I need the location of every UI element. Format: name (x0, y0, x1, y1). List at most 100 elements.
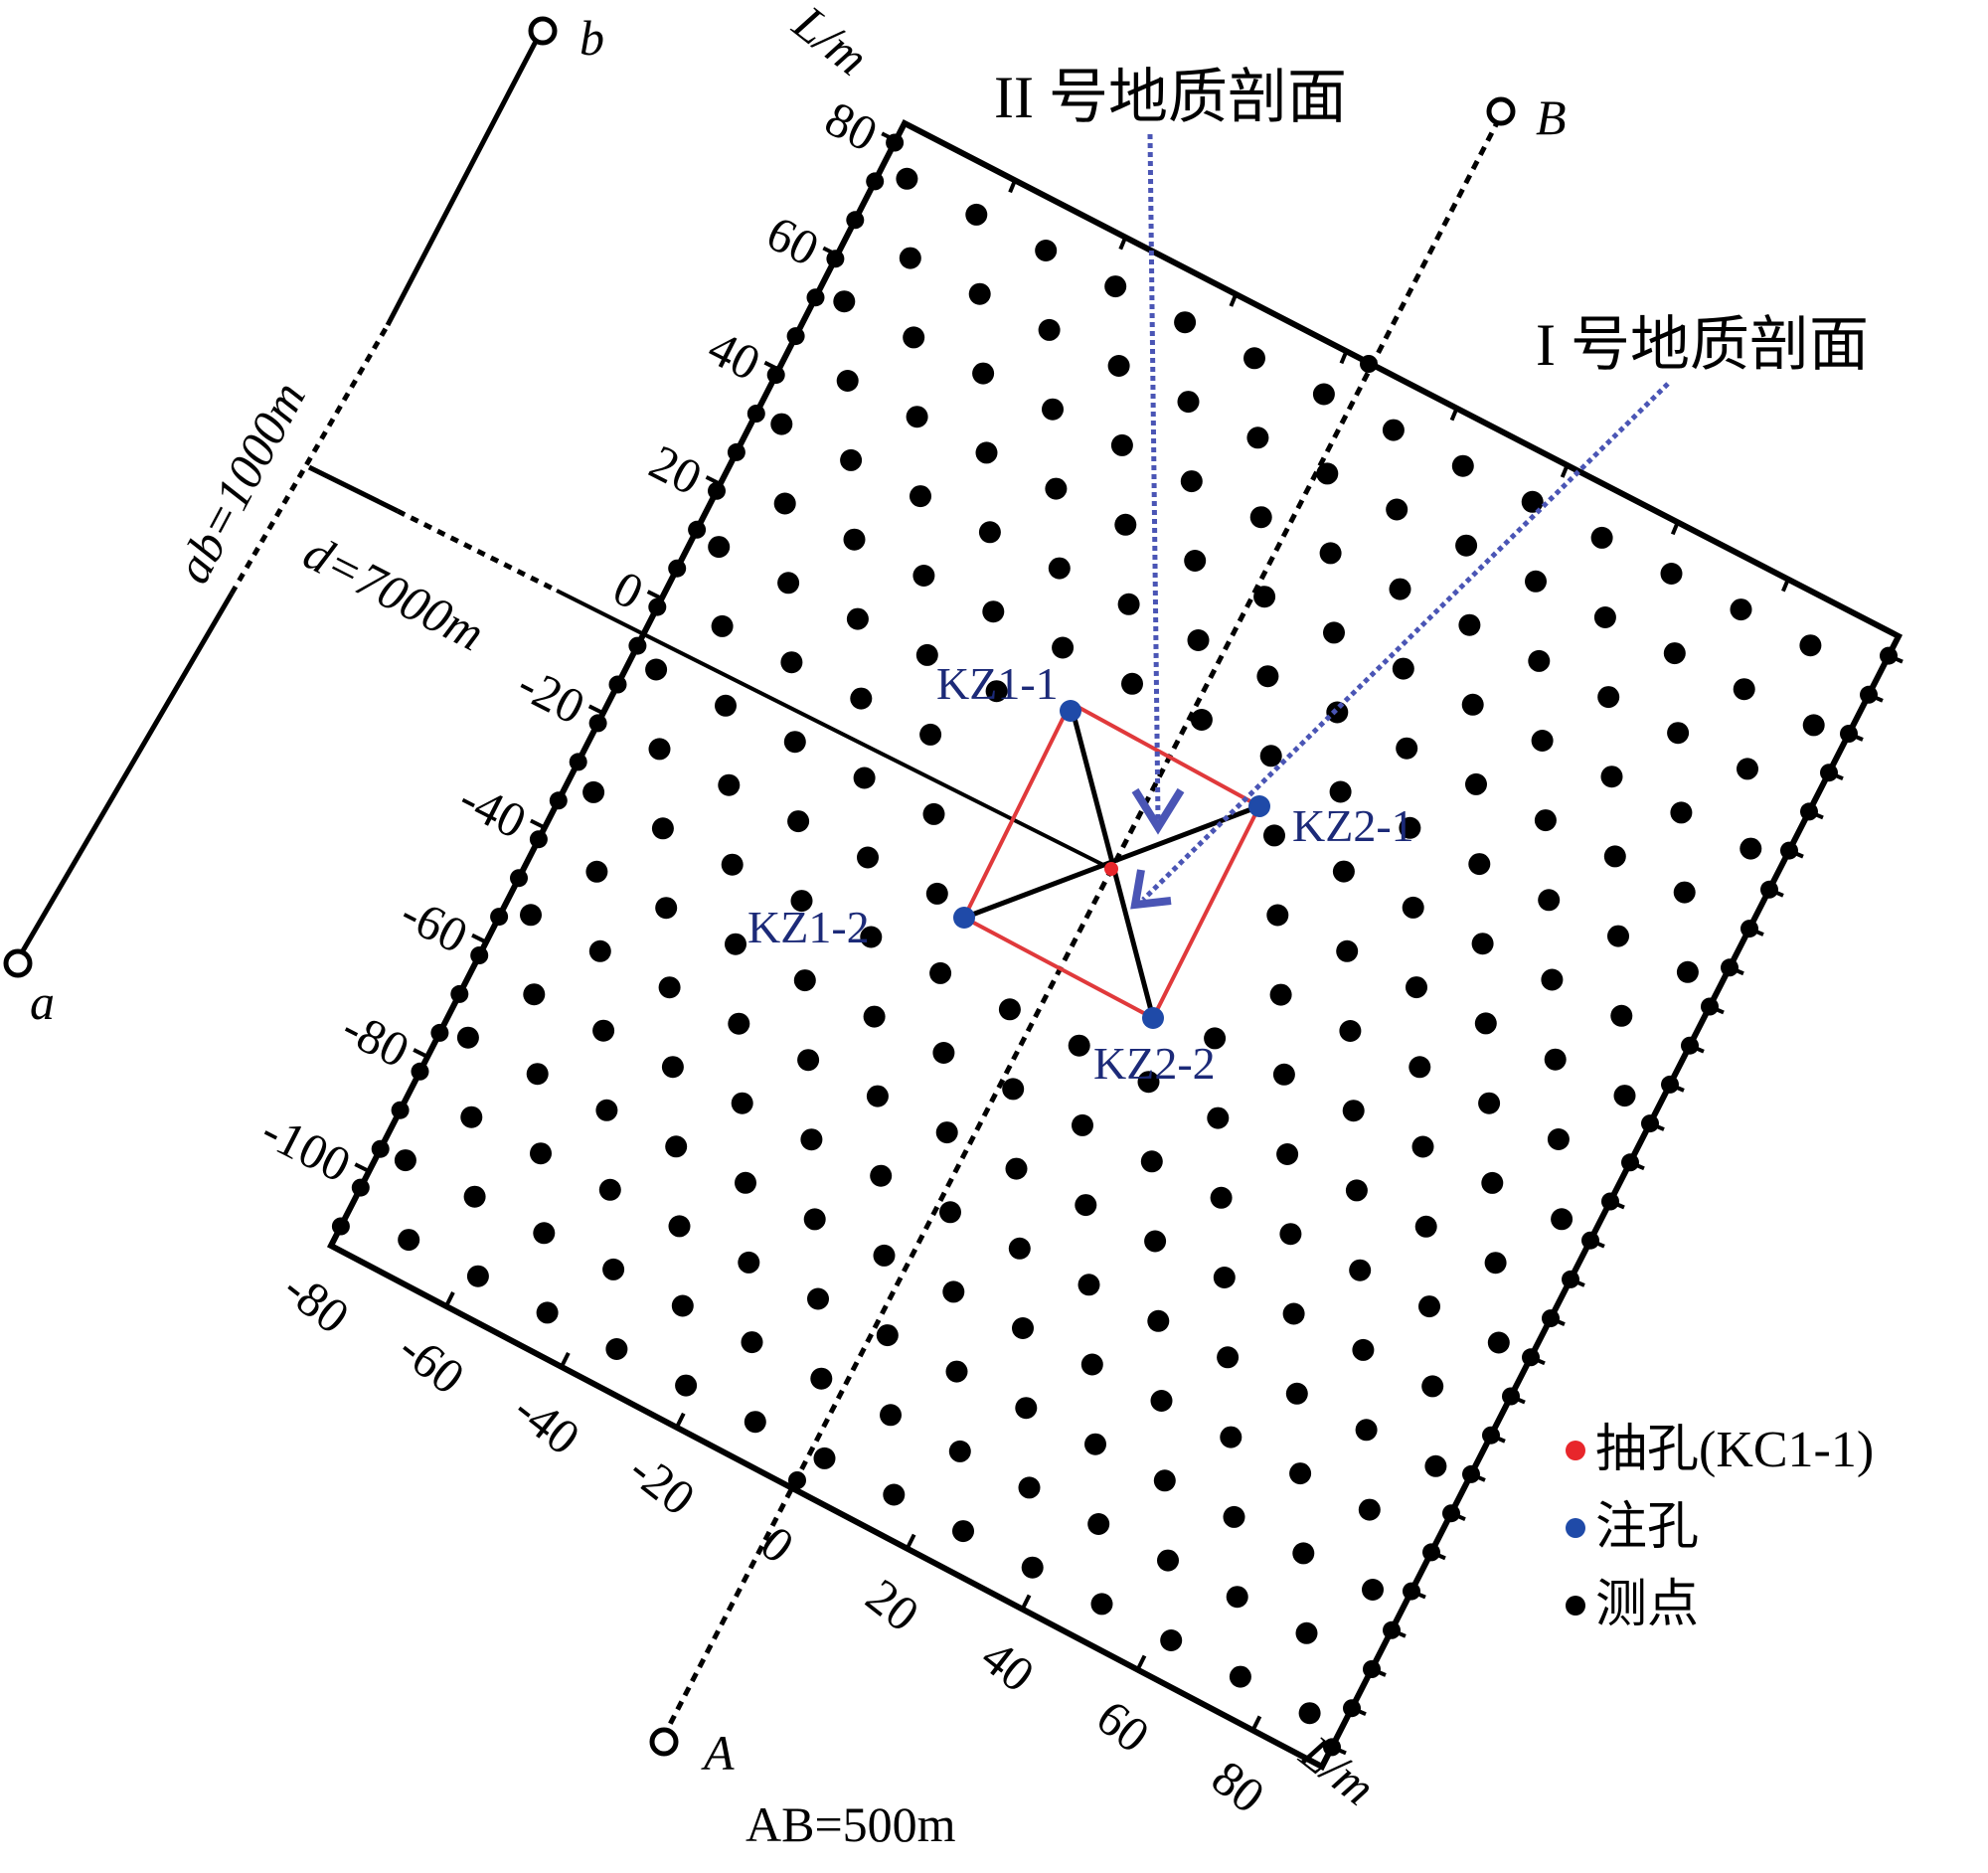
right-edge-tick (1371, 1667, 1387, 1677)
measurement-point (1389, 578, 1411, 600)
top-edge-tick (1008, 179, 1017, 194)
measurement-point (1269, 983, 1292, 1006)
bottom-axis-tick-label: 20 (856, 1568, 929, 1642)
measurement-point (605, 1338, 628, 1360)
measurement-point (1551, 1208, 1574, 1231)
left-edge-point (786, 327, 805, 346)
measurement-point (985, 680, 1008, 703)
measurement-point (952, 1520, 974, 1543)
right-edge-tick (1589, 1238, 1605, 1249)
measurement-point (880, 1404, 902, 1427)
edge-ticks (1008, 179, 1904, 1757)
measurement-point (1121, 672, 1143, 695)
measurement-point (648, 738, 671, 761)
measurement-point (935, 1121, 958, 1144)
measurement-point (1673, 881, 1696, 904)
left-edge-point (331, 1217, 350, 1236)
measurement-point (668, 1215, 691, 1238)
measurement-point (942, 1280, 965, 1303)
kz2-1-marker (1248, 795, 1270, 817)
top-edge-tick (1229, 293, 1239, 307)
top-edge-tick (1449, 407, 1459, 422)
left-edge-point (746, 405, 765, 423)
bottom-axis-tick (675, 1412, 686, 1429)
measurement-point (741, 1331, 763, 1354)
left-axis-unit-label: L/m (782, 0, 879, 86)
measurement-point (1487, 1331, 1510, 1354)
measurement-point (1663, 642, 1686, 665)
measurement-point (857, 846, 879, 869)
measurement-point (1107, 355, 1130, 377)
measurement-point (860, 926, 883, 948)
measurement-point (744, 1411, 766, 1434)
measurement-point (1223, 1505, 1245, 1528)
right-edge-tick (1709, 1004, 1725, 1015)
measurement-point (1292, 1542, 1315, 1565)
right-edge-tick (1470, 1472, 1486, 1482)
measurement-point (777, 572, 800, 595)
left-edge-point (846, 211, 865, 230)
measurement-point (932, 1042, 955, 1064)
right-edge-tick (1430, 1550, 1446, 1561)
top-edge-tick (1560, 464, 1570, 478)
measurement-point (1068, 1034, 1090, 1057)
measurement-point (780, 651, 803, 674)
measurement-point (1455, 534, 1478, 557)
measurement-point (965, 203, 988, 226)
measurement-point (836, 370, 859, 392)
point-B-marker (1486, 96, 1516, 126)
measurement-point (1484, 1252, 1507, 1275)
measurement-point (1259, 745, 1282, 767)
measurement-point (1207, 1107, 1230, 1129)
right-edge-tick (1729, 965, 1744, 976)
measurement-point (840, 448, 863, 471)
bottom-axis-tick-label: 0 (750, 1515, 804, 1575)
measurement-point (1345, 1179, 1368, 1202)
measurement-point (1075, 1194, 1097, 1217)
measurement-point (803, 1208, 826, 1231)
measurement-point (972, 362, 995, 385)
left-edge-point (688, 520, 707, 539)
bottom-axis-tick (1020, 1594, 1032, 1611)
measurement-point (1411, 1135, 1434, 1158)
measurement-point (463, 1185, 486, 1208)
measurement-point (797, 1049, 820, 1072)
bottom-axis-tick (789, 1472, 801, 1489)
measurement-points (394, 167, 1825, 1725)
bottom-axis-tick-label: 40 (971, 1628, 1045, 1703)
right-edge-point (1542, 1309, 1560, 1328)
measurement-point (1355, 1419, 1378, 1442)
measurement-point (1187, 629, 1210, 651)
right-edge-point (1880, 646, 1898, 665)
section-i-label: I 号地质剖面 (1536, 312, 1869, 378)
right-edge-point (1462, 1464, 1480, 1483)
measurement-point (896, 167, 918, 190)
measurement-point (1298, 1702, 1321, 1725)
measurement-point (1263, 824, 1285, 847)
measurement-point (1012, 1317, 1034, 1339)
point-b-marker (528, 16, 558, 46)
left-axis-tick (354, 1162, 371, 1173)
left-edge-point (510, 869, 528, 888)
measurement-point (530, 1142, 552, 1165)
measurement-point (1600, 766, 1623, 788)
measurement-point (1080, 1353, 1103, 1376)
measurement-point (1266, 904, 1289, 927)
legend-marker (1566, 1518, 1585, 1538)
right-edge-point (1840, 725, 1858, 743)
right-edge-tick (1848, 732, 1864, 742)
measurement-point (800, 1128, 823, 1151)
measurement-point (585, 860, 608, 883)
right-edge-point (1562, 1270, 1579, 1288)
right-edge-point (1820, 764, 1838, 782)
kz1-1-marker (1060, 700, 1081, 722)
right-edge-tick (1391, 1627, 1407, 1638)
measurement-point (1220, 1426, 1242, 1448)
measurement-point (588, 939, 611, 962)
pumping-hole-marker (1104, 862, 1118, 876)
right-edge-point (1522, 1348, 1540, 1367)
measurement-point (1249, 506, 1272, 529)
section-pointers: II 号地质剖面 I 号地质剖面 (994, 65, 1869, 910)
right-edge-tick (1609, 1199, 1625, 1210)
left-edge-point (628, 636, 647, 655)
